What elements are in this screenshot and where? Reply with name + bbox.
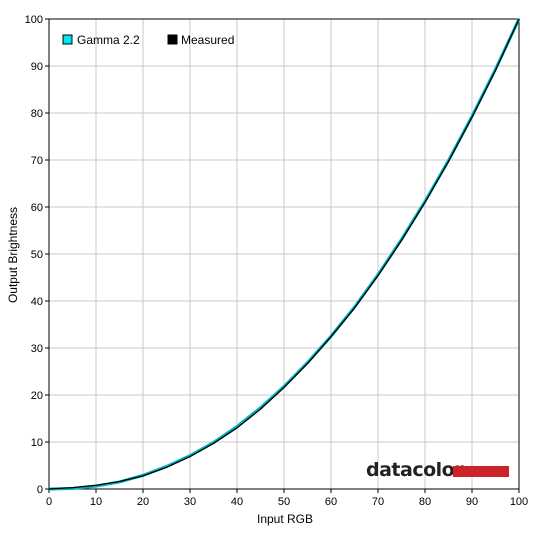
y-tick-label: 90 — [31, 61, 43, 73]
legend-label-measured: Measured — [181, 33, 234, 47]
x-tick-label: 90 — [466, 496, 478, 508]
y-tick-label: 50 — [31, 249, 43, 261]
legend-swatch-measured — [167, 34, 178, 45]
y-tick-label: 20 — [31, 390, 43, 402]
y-tick-label: 0 — [37, 484, 43, 496]
series-line-measured — [48, 18, 520, 490]
legend: Gamma 2.2 Measured — [62, 33, 234, 47]
x-tick-label: 10 — [90, 496, 102, 508]
logo-bar — [453, 466, 509, 477]
x-tick-label: 30 — [184, 496, 196, 508]
x-tick-label: 40 — [231, 496, 243, 508]
x-tick-label: 50 — [278, 496, 290, 508]
y-tick-label: 30 — [31, 343, 43, 355]
x-tick-label: 20 — [137, 496, 149, 508]
y-tick-label: 100 — [25, 14, 43, 26]
y-tick-label: 60 — [31, 202, 43, 214]
x-tick-label: 0 — [46, 496, 52, 508]
datacolor-logo: datacolor — [366, 459, 509, 481]
x-tick-label: 60 — [325, 496, 337, 508]
x-axis-title: Input RGB — [257, 512, 313, 526]
x-tick-label: 70 — [372, 496, 384, 508]
y-axis-title: Output Brightness — [6, 207, 20, 303]
y-tick-label: 80 — [31, 108, 43, 120]
x-tick-label: 100 — [510, 496, 528, 508]
logo-text: datacolor — [366, 459, 464, 481]
y-axis-ticks: 0 10 20 30 40 50 60 70 80 90 100 — [25, 14, 49, 496]
legend-swatch-gamma — [62, 34, 73, 45]
x-tick-label: 80 — [419, 496, 431, 508]
x-axis-ticks: 0 10 20 30 40 50 60 70 80 90 100 — [46, 489, 528, 508]
y-tick-label: 10 — [31, 437, 43, 449]
legend-label-gamma: Gamma 2.2 — [77, 33, 140, 47]
y-tick-label: 40 — [31, 296, 43, 308]
series-lines — [48, 18, 521, 491]
y-tick-label: 70 — [31, 155, 43, 167]
